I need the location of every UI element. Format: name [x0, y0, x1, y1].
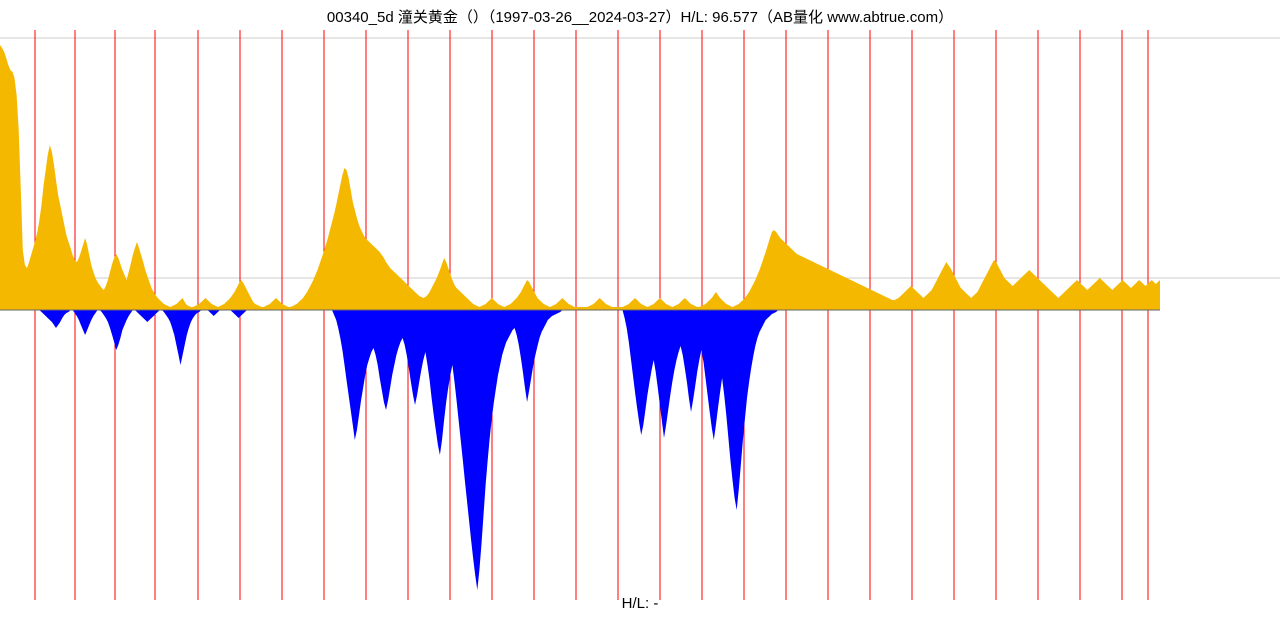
chart-container: 00340_5d 潼关黄金（）（1997-03-26__2024-03-27）H…: [0, 0, 1280, 620]
chart-svg: [0, 0, 1280, 620]
footer-label: H/L: -: [0, 595, 1280, 612]
